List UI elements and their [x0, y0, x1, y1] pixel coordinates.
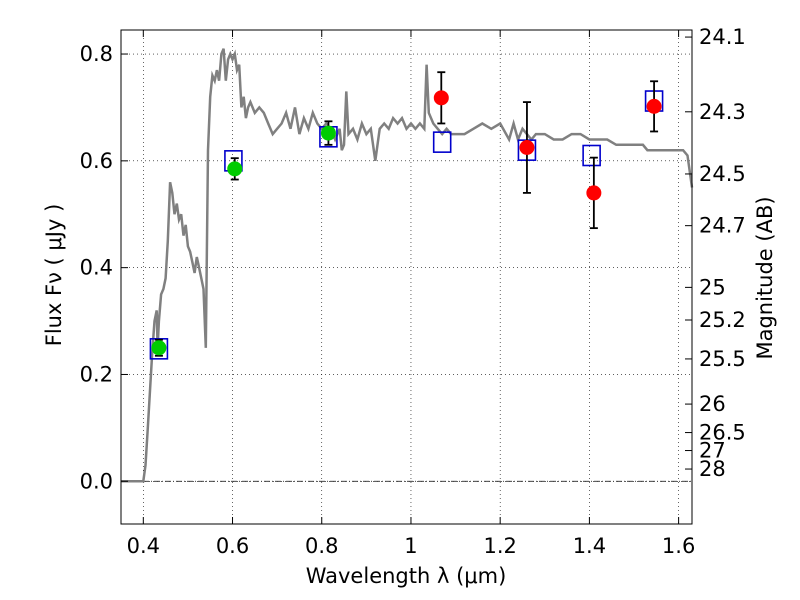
- right-tick-label: 25.2: [699, 308, 746, 332]
- x-tick-label: 0.8: [305, 534, 338, 558]
- model-spectrum-line: [121, 48, 694, 483]
- red-data-point: [646, 80, 662, 133]
- red-data-point: [519, 101, 535, 194]
- x-tick-label: 0.6: [216, 534, 249, 558]
- y-axis-label: Flux Fν ( μJy ): [42, 204, 66, 347]
- right-tick-label: 24.5: [699, 162, 746, 186]
- x-tick-label: 1: [404, 534, 417, 558]
- right-tick-label: 24.7: [699, 214, 746, 238]
- axis-ticks: 0.4 0.6 0.8 1 1.2 1.4 1.6 0.0 0.2 0.4 0.6 0.8 24.1 24…: [80, 25, 746, 558]
- marker: [433, 90, 449, 106]
- green-data-point: [151, 338, 167, 357]
- x-tick-label: 1.2: [483, 534, 516, 558]
- marker: [227, 161, 243, 177]
- red-data-point: [586, 156, 602, 230]
- marker: [151, 340, 167, 356]
- right-tick-label: 27: [699, 439, 726, 463]
- y-tick-label: 0.2: [80, 362, 113, 386]
- right-tick-label: 25: [699, 275, 726, 299]
- y-tick-label: 0.4: [80, 256, 113, 280]
- model-box: [149, 338, 169, 360]
- marker: [586, 185, 602, 201]
- right-tick-label: 26.5: [699, 421, 746, 445]
- marker: [646, 98, 662, 114]
- right-tick-label: 25.5: [699, 347, 746, 371]
- right-axis-label: Magnitude (AB): [753, 196, 777, 359]
- right-tick-label: 26: [699, 392, 726, 416]
- model-photometry-boxes: [149, 90, 664, 360]
- marker: [519, 139, 535, 155]
- model-box: [582, 144, 601, 167]
- red-data-point: [433, 71, 449, 125]
- right-tick-label: 24.3: [699, 100, 746, 124]
- x-tick-label: 1.6: [662, 534, 695, 558]
- green-data-point: [320, 120, 336, 146]
- right-tick-label: 24.1: [699, 25, 746, 49]
- x-tick-label: 1.4: [573, 534, 606, 558]
- model-box: [432, 131, 452, 153]
- x-axis-label: Wavelength λ (μm): [306, 564, 507, 588]
- right-tick-label: 28: [699, 457, 726, 481]
- x-tick-label: 0.4: [127, 534, 160, 558]
- marker: [320, 125, 336, 141]
- y-tick-label: 0.0: [80, 469, 113, 493]
- observed-photometry-points: [151, 71, 662, 357]
- plot-frame: [120, 29, 693, 525]
- y-tick-label: 0.6: [80, 149, 113, 173]
- green-data-point: [227, 157, 243, 181]
- y-tick-label: 0.8: [80, 42, 113, 66]
